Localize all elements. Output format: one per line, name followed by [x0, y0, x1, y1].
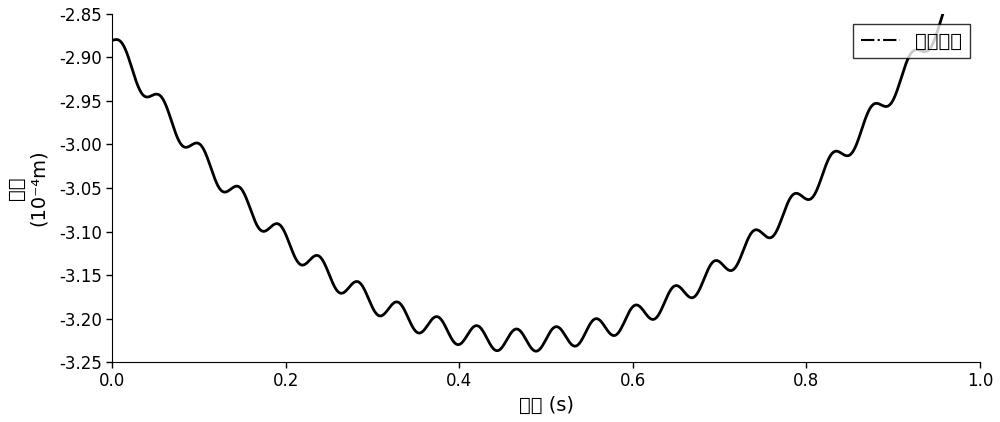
X-axis label: 时间 (s): 时间 (s): [519, 396, 574, 415]
跨中节点: [671, 283, 683, 288]
跨中节点: [820, 163, 832, 168]
跨中节点: [106, 38, 118, 43]
Y-axis label: 位移
(10⁻⁴m): 位移 (10⁻⁴m): [7, 150, 48, 226]
跨中节点: [754, 229, 766, 234]
跨中节点: [264, 225, 276, 230]
跨中节点: [438, 321, 450, 326]
跨中节点: [627, 304, 639, 309]
Legend: 跨中节点: 跨中节点: [853, 24, 970, 58]
Line: 跨中节点: 跨中节点: [112, 0, 980, 351]
跨中节点: [530, 349, 542, 354]
